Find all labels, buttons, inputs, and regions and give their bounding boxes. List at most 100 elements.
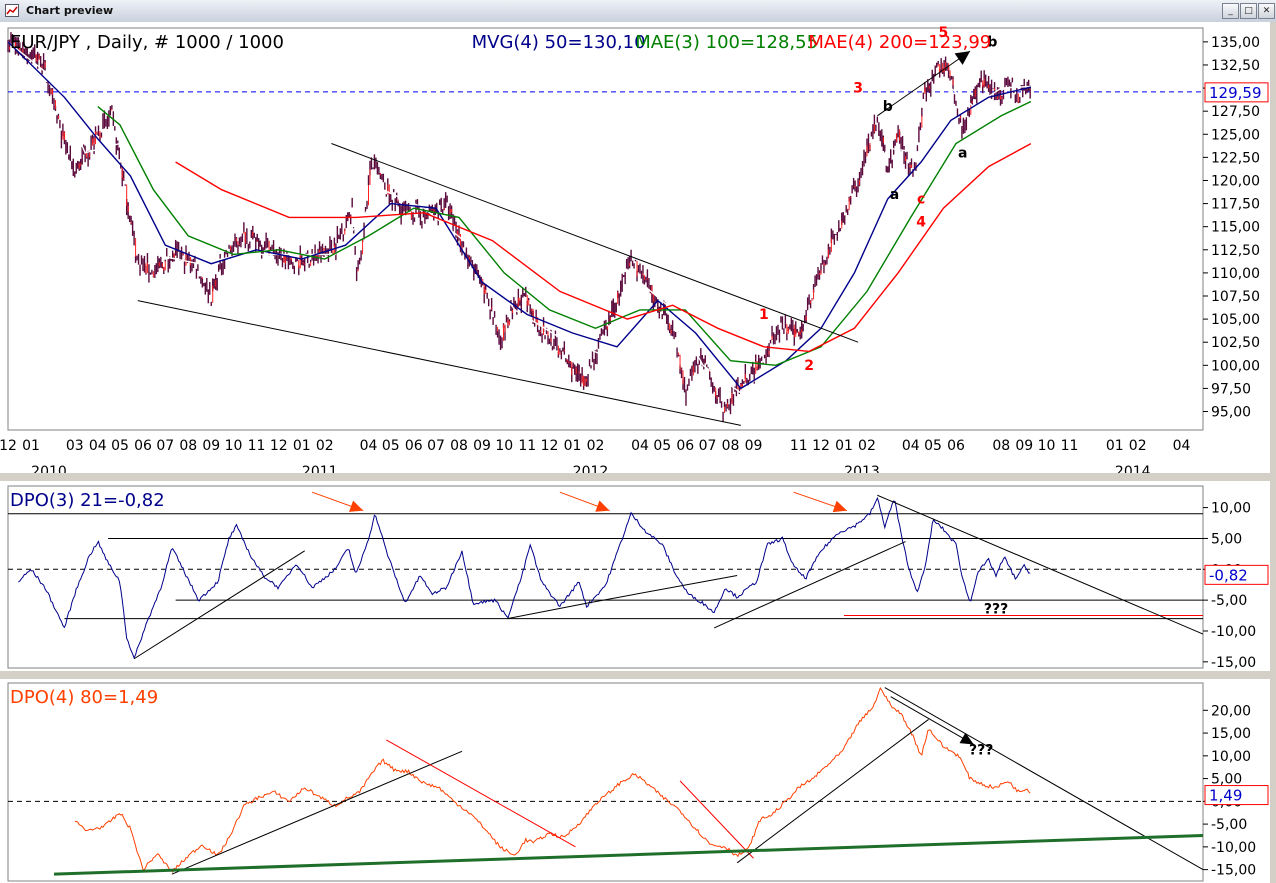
y-tick-label: 20,00 bbox=[1211, 703, 1251, 719]
last-value-box bbox=[1204, 564, 1269, 585]
y-tick-label: 120,00 bbox=[1211, 173, 1260, 189]
maximize-button[interactable]: □ bbox=[1240, 3, 1257, 19]
series-mae-3-100 bbox=[97, 100, 1032, 367]
x-tick-label: 11 bbox=[518, 438, 536, 454]
trendline bbox=[53, 833, 1204, 876]
x-tick-label: 08 bbox=[179, 438, 197, 454]
x-tick-label: 01 bbox=[564, 438, 582, 454]
x-tick-label: 08 bbox=[722, 438, 740, 454]
wave-label: b bbox=[883, 99, 893, 115]
y-tick-label: -5,00 bbox=[1211, 593, 1247, 609]
trendline bbox=[877, 50, 971, 117]
x-tick-label: 06 bbox=[676, 438, 694, 454]
wave-label: b bbox=[987, 34, 997, 50]
x-tick-label: 04 bbox=[1173, 438, 1191, 454]
panel-price: 135,00132,50130,00127,50125,00122,50120,… bbox=[0, 25, 1269, 480]
y-tick-label: 110,00 bbox=[1211, 266, 1260, 282]
panel-frame bbox=[7, 682, 1204, 882]
arrowhead bbox=[832, 500, 847, 513]
y-tick-label: -5,00 bbox=[1211, 817, 1247, 833]
x-tick-label: 05 bbox=[924, 438, 942, 454]
y-tick-label: 10,00 bbox=[1211, 749, 1251, 765]
x-tick-label: 01 bbox=[835, 438, 853, 454]
x-tick-label: 03 bbox=[66, 438, 84, 454]
x-tick-label: 06 bbox=[947, 438, 965, 454]
panel-separator bbox=[0, 671, 1276, 679]
minimize-button[interactable]: _ bbox=[1222, 3, 1239, 19]
trendline bbox=[331, 143, 859, 343]
trendline bbox=[736, 719, 929, 864]
y-tick-label: -15,00 bbox=[1211, 655, 1256, 671]
wave-label: 3 bbox=[853, 81, 863, 97]
y-tick-label: 112,50 bbox=[1211, 243, 1260, 259]
x-tick-label: 10 bbox=[225, 438, 243, 454]
trendline bbox=[586, 574, 738, 604]
x-tick-label: 12 bbox=[0, 438, 17, 454]
x-tick-label: 07 bbox=[427, 438, 445, 454]
x-tick-label: 02 bbox=[587, 438, 605, 454]
x-tick-label: 11 bbox=[790, 438, 808, 454]
x-tick-label: 12 bbox=[541, 438, 559, 454]
legend-entry: MAE(3) 100=128,55 bbox=[635, 32, 818, 53]
x-tick-label: 09 bbox=[745, 438, 763, 454]
y-tick-label: 127,50 bbox=[1211, 104, 1260, 120]
last-value-label: 129,59 bbox=[1209, 84, 1262, 102]
x-tick-label: 01 bbox=[293, 438, 311, 454]
y-tick-label: -10,00 bbox=[1211, 840, 1256, 856]
y-tick-label: -10,00 bbox=[1211, 624, 1256, 640]
trendline bbox=[171, 750, 463, 875]
x-tick-label: 04 bbox=[360, 438, 378, 454]
panel-separator bbox=[0, 473, 1276, 481]
legend: EUR/JPY , Daily, # 1000 / 1000 MVG(3) 23=… bbox=[10, 32, 991, 53]
x-tick-label: 02 bbox=[316, 438, 334, 454]
y-tick-label: 135,00 bbox=[1211, 35, 1260, 51]
annotation-arrow bbox=[890, 696, 975, 745]
trendline bbox=[884, 687, 1204, 871]
y-tick-label: 5,00 bbox=[1211, 531, 1242, 547]
close-button[interactable]: ✕ bbox=[1258, 3, 1275, 19]
y-tick-label: 122,50 bbox=[1211, 150, 1260, 166]
arrowhead bbox=[349, 500, 364, 512]
trendline bbox=[137, 300, 741, 426]
window-titlebar[interactable]: Chart preview _ □ ✕ bbox=[0, 0, 1276, 23]
series-dpo4 bbox=[74, 687, 1031, 873]
wave-label: 4 bbox=[916, 215, 926, 231]
y-tick-label: 102,50 bbox=[1211, 335, 1260, 351]
y-tick-label: 5,00 bbox=[1211, 772, 1242, 788]
y-tick-label: 125,00 bbox=[1211, 127, 1260, 143]
wave-label: ??? bbox=[984, 602, 1008, 618]
x-tick-label: 01 bbox=[22, 438, 40, 454]
wave-label: 2 bbox=[804, 358, 814, 374]
y-tick-label: -15,00 bbox=[1211, 863, 1256, 879]
wave-label: 1 bbox=[759, 307, 769, 323]
price-bars bbox=[7, 32, 1031, 423]
legend-entry: DPO(3) 21=-0,82 bbox=[10, 490, 165, 511]
arrowhead bbox=[954, 51, 971, 65]
x-tick-label: 05 bbox=[111, 438, 129, 454]
legend: DPO(3) 21=-0,82 bbox=[10, 490, 165, 511]
x-tick-label: 12 bbox=[270, 438, 288, 454]
series-mvg-4-50 bbox=[7, 41, 1032, 390]
last-value-label: -0,82 bbox=[1209, 566, 1248, 584]
x-tick-label: 01 bbox=[1106, 438, 1124, 454]
panel-frame bbox=[7, 485, 1204, 669]
y-tick-label: 115,00 bbox=[1211, 220, 1260, 236]
trendline bbox=[133, 550, 305, 660]
x-tick-label: 11 bbox=[1061, 438, 1079, 454]
trendline bbox=[507, 602, 587, 620]
wave-label: a bbox=[890, 187, 899, 203]
legend-entry: MVG(4) 50=130,10 bbox=[472, 32, 646, 53]
series-mvg-3-23 bbox=[7, 41, 1031, 394]
x-tick-label: 09 bbox=[473, 438, 491, 454]
series-mae-4-200 bbox=[175, 142, 1032, 353]
panel-dpo3: 10,005,000,00-5,00-10,00-15,00???DPO(3) … bbox=[7, 485, 1269, 671]
wave-label: ??? bbox=[969, 742, 993, 758]
trendline bbox=[713, 541, 906, 629]
x-tick-label: 05 bbox=[382, 438, 400, 454]
x-tick-label: 04 bbox=[631, 438, 649, 454]
window-title: Chart preview bbox=[26, 4, 114, 17]
y-tick-label: 117,50 bbox=[1211, 197, 1260, 213]
y-tick-label: 105,00 bbox=[1211, 312, 1260, 328]
x-tick-label: 07 bbox=[699, 438, 717, 454]
y-tick-label: 107,50 bbox=[1211, 289, 1260, 305]
